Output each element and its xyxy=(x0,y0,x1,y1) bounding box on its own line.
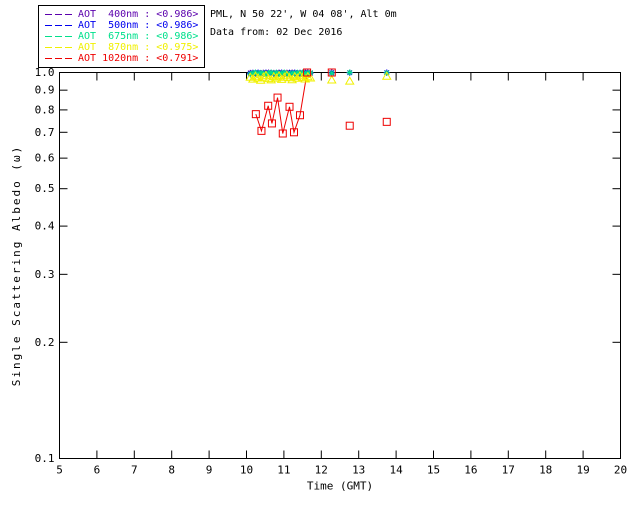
y-tick-label: 0.4 xyxy=(35,220,55,233)
marker-triangle xyxy=(344,76,355,85)
marker-square xyxy=(345,121,354,130)
x-tick-label: 9 xyxy=(206,464,213,477)
plot-frame xyxy=(59,72,621,459)
legend-item: AOT 500nm : <0.986> xyxy=(45,20,198,31)
y-tick-label: 0.9 xyxy=(35,84,55,97)
marker-square xyxy=(251,110,260,119)
x-tick-label: 10 xyxy=(240,464,253,477)
marker-asterisk xyxy=(329,70,335,76)
legend-item: AOT 870nm : <0.975> xyxy=(45,42,198,53)
station-title: PML, N 50 22', W 04 08', Alt 0m xyxy=(210,9,397,20)
x-tick-label: 17 xyxy=(502,464,515,477)
marker-triangle xyxy=(326,75,337,84)
legend-line-swatch xyxy=(45,25,73,26)
marker-square xyxy=(278,129,287,138)
y-tick-label: 1.0 xyxy=(35,66,55,79)
legend-item: AOT 1020nm : <0.791> xyxy=(45,53,198,64)
marker-triangle xyxy=(258,72,269,81)
legend-item: AOT 400nm : <0.986> xyxy=(45,9,198,20)
marker-triangle xyxy=(271,73,282,82)
legend: AOT 400nm : <0.986> AOT 500nm : <0.986> AO… xyxy=(38,5,206,68)
x-tick-label: 11 xyxy=(277,464,290,477)
marker-square xyxy=(257,126,266,135)
marker-square xyxy=(273,93,282,102)
x-tick-label: 20 xyxy=(614,464,627,477)
x-tick-label: 6 xyxy=(94,464,101,477)
legend-label: AOT 870nm : <0.975> xyxy=(78,42,199,53)
marker-square xyxy=(285,102,294,111)
marker-square xyxy=(264,101,273,110)
y-tick-label: 0.7 xyxy=(35,126,55,139)
x-tick-label: 18 xyxy=(539,464,552,477)
marker-triangle xyxy=(268,71,279,81)
y-axis-title: Single Scattering Albedo (ω) xyxy=(10,145,23,386)
plot-header: PML, N 50 22', W 04 08', Alt 0m Data fro… xyxy=(210,6,397,42)
legend-line-swatch xyxy=(45,36,73,37)
marker-square xyxy=(267,119,276,128)
x-tick-label: 7 xyxy=(131,464,138,477)
marker-triangle xyxy=(274,70,284,80)
marker-asterisk xyxy=(347,69,353,76)
marker-triangle xyxy=(276,74,287,83)
marker-square xyxy=(327,68,336,77)
x-tick-label: 8 xyxy=(168,464,175,477)
marker-square xyxy=(289,128,298,137)
x-axis-title: Time (GMT) xyxy=(307,480,373,493)
y-tick-label: 0.6 xyxy=(35,152,55,165)
marker-triangle xyxy=(292,73,303,82)
x-tick-label: 14 xyxy=(389,464,403,477)
legend-label: AOT 675nm : <0.986> xyxy=(78,31,199,42)
marker-triangle xyxy=(381,71,392,80)
x-tick-label: 12 xyxy=(315,464,328,477)
marker-square xyxy=(382,117,391,126)
x-tick-label: 16 xyxy=(464,464,477,477)
marker-asterisk xyxy=(289,70,295,76)
marker-triangle xyxy=(305,72,316,82)
y-tick-label: 0.3 xyxy=(35,268,55,281)
marker-asterisk xyxy=(258,70,264,76)
marker-square xyxy=(295,111,304,120)
x-tick-label: 13 xyxy=(352,464,365,477)
marker-triangle xyxy=(300,73,311,83)
x-tick-label: 19 xyxy=(576,464,589,477)
marker-asterisk xyxy=(268,69,274,76)
y-tick-label: 0.5 xyxy=(35,182,55,195)
x-tick-label: 5 xyxy=(56,464,63,477)
data-date: Data from: 02 Dec 2016 xyxy=(210,27,343,38)
y-tick-label: 0.1 xyxy=(35,452,55,465)
legend-label: AOT 400nm : <0.986> xyxy=(78,9,199,20)
legend-item: AOT 675nm : <0.986> xyxy=(45,31,198,42)
legend-label: AOT 500nm : <0.986> xyxy=(78,20,199,31)
legend-line-swatch xyxy=(45,47,73,48)
marker-square xyxy=(303,68,312,77)
y-tick-label: 0.2 xyxy=(35,336,55,349)
legend-line-swatch xyxy=(45,58,73,59)
y-tick-label: 0.8 xyxy=(35,103,55,116)
legend-label: AOT 1020nm : <0.791> xyxy=(78,53,199,64)
x-tick-label: 15 xyxy=(427,464,440,477)
series-line xyxy=(255,72,308,135)
marker-triangle xyxy=(279,72,290,81)
legend-line-swatch xyxy=(45,14,73,15)
